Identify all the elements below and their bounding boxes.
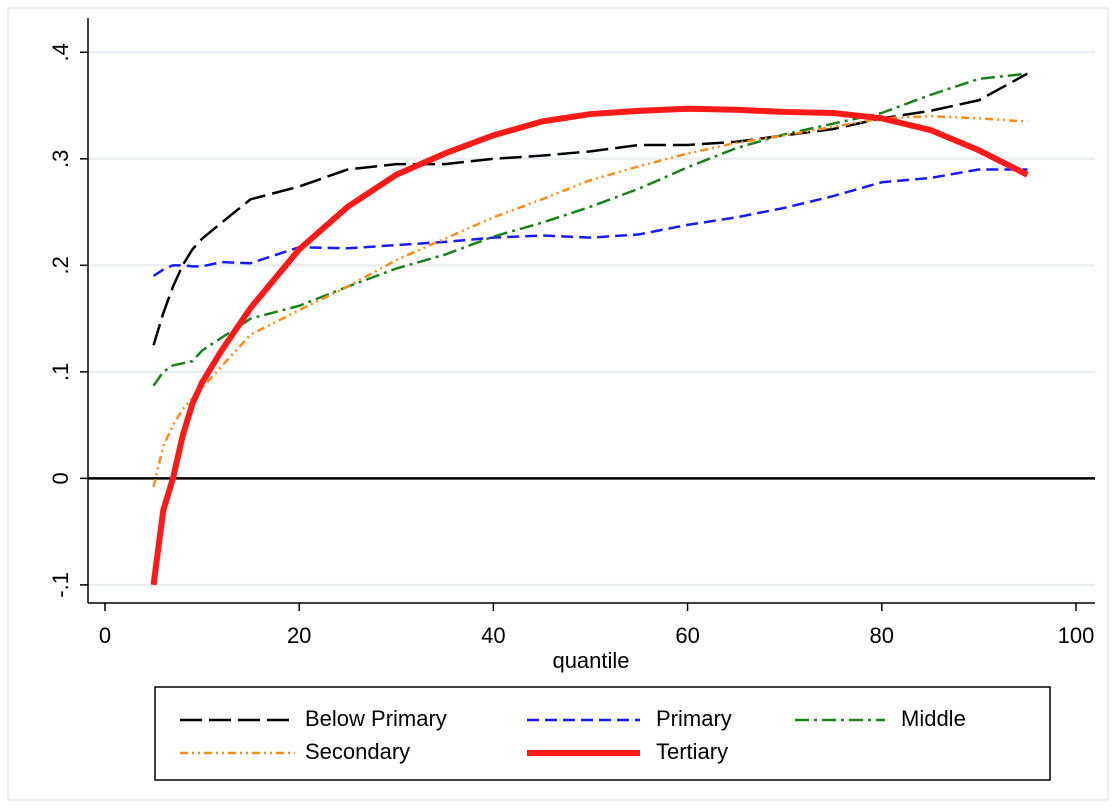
series-line bbox=[152, 72, 1028, 387]
x-tick-label: 20 bbox=[287, 623, 311, 648]
legend-label: Below Primary bbox=[305, 706, 447, 731]
y-tick-label: -.1 bbox=[48, 572, 73, 598]
y-tick-label: .2 bbox=[48, 256, 73, 274]
y-tick-label: .3 bbox=[48, 150, 73, 168]
x-tick-label: 0 bbox=[99, 623, 111, 648]
legend-label: Tertiary bbox=[656, 739, 728, 764]
y-tick-label: 0 bbox=[48, 472, 73, 484]
legend-label: Middle bbox=[901, 706, 966, 731]
y-tick-label: .1 bbox=[48, 363, 73, 381]
x-tick-label: 60 bbox=[675, 623, 699, 648]
legend-label: Secondary bbox=[305, 739, 410, 764]
series-line bbox=[152, 72, 1029, 346]
x-tick-label: 40 bbox=[481, 623, 505, 648]
x-tick-label: 100 bbox=[1058, 623, 1095, 648]
series-line bbox=[152, 114, 1028, 488]
y-tick-label: .4 bbox=[48, 43, 73, 61]
legend-box bbox=[154, 686, 1051, 781]
series-line bbox=[152, 168, 1028, 278]
series-line bbox=[150, 105, 1029, 586]
legend-label: Primary bbox=[656, 706, 732, 731]
x-tick-label: 80 bbox=[870, 623, 894, 648]
x-axis-label: quantile bbox=[552, 648, 629, 673]
frame bbox=[7, 7, 1109, 801]
